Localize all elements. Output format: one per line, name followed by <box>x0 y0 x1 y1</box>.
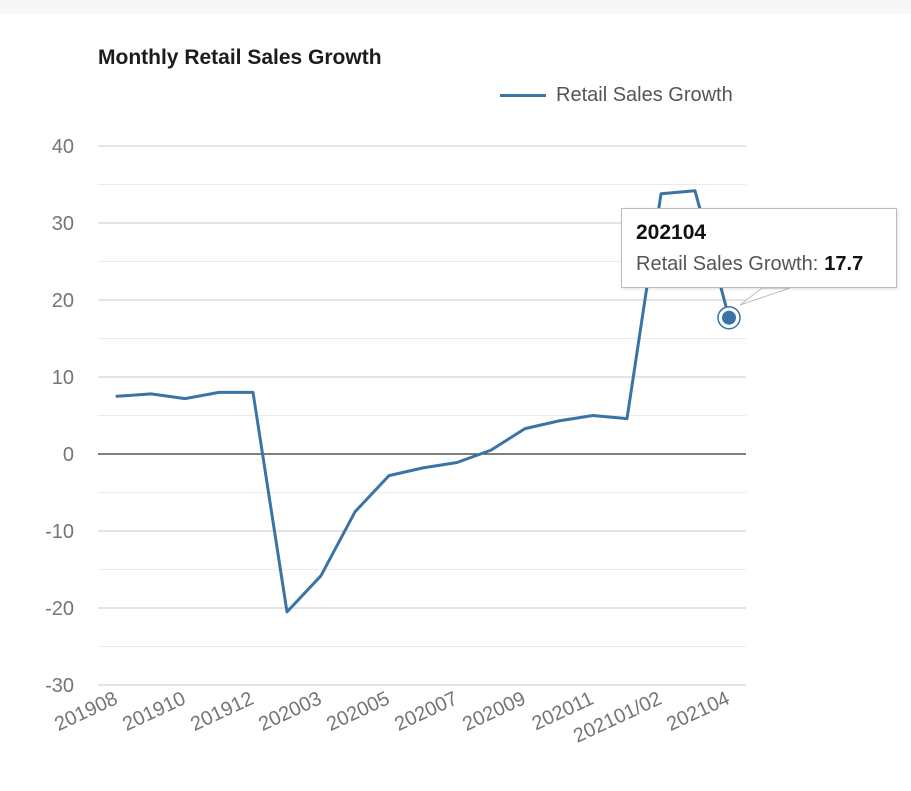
tooltip-value: 17.7 <box>824 253 864 275</box>
y-tick-label: 30 <box>52 213 74 235</box>
legend[interactable]: Retail Sales Growth <box>500 84 733 107</box>
tooltip-row: Retail Sales Growth: 17.7 <box>636 253 882 276</box>
x-tick-label: 201912 <box>187 688 257 736</box>
tooltip-pointer <box>739 287 791 306</box>
y-tick-label: -30 <box>45 675 74 697</box>
series-line-retail-sales-growth <box>115 189 731 614</box>
y-tick-label: 20 <box>52 290 74 312</box>
x-tick-label: 202007 <box>391 688 461 736</box>
x-tick-label: 202003 <box>255 688 325 736</box>
legend-swatch <box>500 94 546 97</box>
x-tick-label: 201910 <box>119 688 189 736</box>
tooltip-series-label: Retail Sales Growth: <box>636 253 819 275</box>
tooltip: 202104 Retail Sales Growth: 17.7 <box>621 208 897 288</box>
highlight-point <box>722 310 736 325</box>
top-bar <box>0 0 911 14</box>
y-tick-label: -20 <box>45 598 74 620</box>
y-tick-label: 40 <box>52 136 74 158</box>
legend-label: Retail Sales Growth <box>556 84 733 106</box>
y-tick-label: 0 <box>63 444 74 466</box>
x-tick-label: 202104 <box>663 688 733 736</box>
tooltip-x-label: 202104 <box>636 221 707 244</box>
x-tick-label: 202005 <box>323 688 393 736</box>
y-tick-label: 10 <box>52 367 74 389</box>
x-tick-label: 202009 <box>459 688 529 736</box>
chart-title: Monthly Retail Sales Growth <box>98 46 382 69</box>
y-tick-label: -10 <box>45 521 74 543</box>
